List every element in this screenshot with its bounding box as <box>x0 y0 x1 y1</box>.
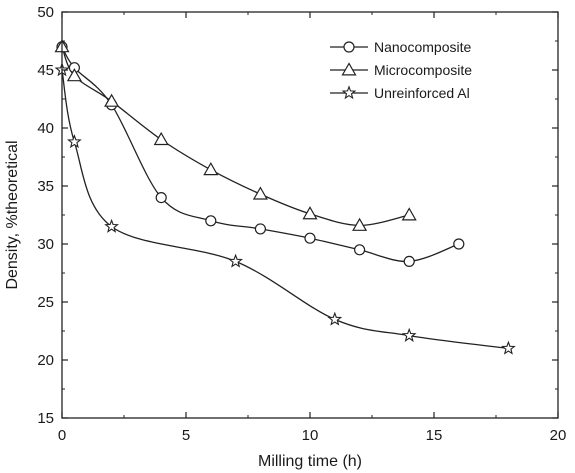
data-point-unreinforced-al <box>401 327 417 342</box>
data-point-microcomposite <box>302 206 318 220</box>
legend-marker-microcomposite <box>341 62 357 76</box>
data-point-microcomposite <box>153 131 169 146</box>
y-tick-label: 50 <box>37 4 54 21</box>
axes-layer: 0 5 10 15 20 15 20 25 30 35 40 45 50 <box>37 4 566 444</box>
data-point-microcomposite <box>66 68 82 82</box>
y-tick-label: 25 <box>37 294 54 311</box>
x-axis-title: Milling time (h) <box>258 453 362 470</box>
series-line-microcomposite <box>61 46 410 227</box>
x-tick-label: 10 <box>302 427 319 444</box>
x-tick-label: 0 <box>58 427 66 444</box>
x-tick-label: 15 <box>426 427 443 444</box>
data-point-nanocomposite <box>254 223 266 235</box>
data-point-nanocomposite <box>304 232 316 244</box>
data-point-nanocomposite <box>354 244 366 256</box>
legend-label-microcomposite: Microcomposite <box>374 62 472 78</box>
legend-marker-nanocomposite <box>343 41 355 53</box>
legend-marker-unreinforced-al <box>341 85 357 100</box>
series-line-nanocomposite <box>61 46 460 263</box>
data-point-unreinforced-al <box>327 311 343 326</box>
data-point-nanocomposite <box>155 192 167 204</box>
y-tick-label: 30 <box>37 236 54 253</box>
y-tick-label: 15 <box>37 410 54 427</box>
series-line-unreinforced-al <box>61 69 509 350</box>
y-tick-label: 20 <box>37 352 54 369</box>
legend-label-unreinforced-al: Unreinforced Al <box>374 85 470 101</box>
data-point-microcomposite <box>203 162 219 176</box>
x-tick-label: 5 <box>182 427 190 444</box>
data-point-unreinforced-al <box>228 253 243 268</box>
data-point-microcomposite <box>104 93 120 107</box>
data-point-unreinforced-al <box>501 340 516 355</box>
data-point-nanocomposite <box>205 215 217 227</box>
x-tick-label: 20 <box>550 427 567 444</box>
y-tick-label: 40 <box>37 120 54 137</box>
y-axis-title: Density, %theoretical <box>4 140 21 289</box>
markers-layer <box>54 39 516 355</box>
data-point-nanocomposite <box>453 238 465 250</box>
data-point-unreinforced-al <box>104 218 119 233</box>
data-point-microcomposite <box>252 186 268 200</box>
y-tick-label: 35 <box>37 178 54 195</box>
data-point-microcomposite <box>401 207 417 221</box>
legend-label-nanocomposite: Nanocomposite <box>374 39 471 55</box>
data-point-nanocomposite <box>403 255 415 267</box>
data-point-unreinforced-al <box>67 134 82 149</box>
legend: Nanocomposite Microcomposite Unreinforced … <box>330 39 472 101</box>
data-point-microcomposite <box>352 217 368 231</box>
y-tick-label: 45 <box>37 62 54 79</box>
